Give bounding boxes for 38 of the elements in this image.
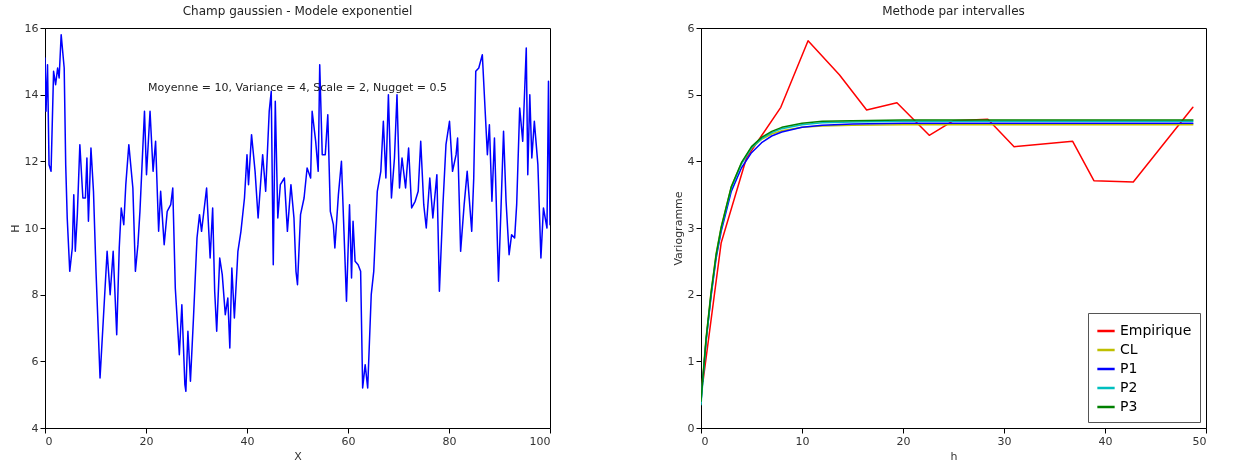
y-axis-title: Variogramme: [671, 191, 685, 266]
x-tick-label: 50: [1192, 434, 1207, 448]
y-tick-label: 10: [24, 221, 39, 235]
x-tick-label: 20: [139, 434, 154, 448]
chart-title: Champ gaussien - Modele exponentiel: [182, 4, 413, 18]
y-tick-label: 16: [24, 21, 39, 35]
legend-label: CL: [1120, 341, 1138, 357]
y-tick-label: 2: [687, 288, 695, 302]
x-tick-label: 10: [795, 434, 810, 448]
legend-label: P2: [1120, 379, 1138, 395]
x-axis-title: X: [294, 449, 303, 463]
y-tick-label: 8: [31, 288, 39, 302]
x-tick-label: 100: [529, 434, 551, 448]
y-tick-label: 12: [24, 154, 39, 168]
x-tick-label: 40: [1098, 434, 1113, 448]
y-tick-label: 1: [687, 354, 695, 368]
x-tick-label: 60: [341, 434, 356, 448]
x-tick-label: 0: [45, 434, 53, 448]
legend-label: P1: [1120, 360, 1138, 376]
x-axis-title: h: [950, 449, 958, 463]
y-tick-label: 6: [687, 21, 695, 35]
legend-label: Empirique: [1120, 322, 1192, 338]
y-tick-label: 6: [31, 354, 39, 368]
y-tick-label: 4: [31, 421, 39, 435]
x-tick-label: 0: [701, 434, 709, 448]
y-tick-label: 0: [687, 421, 695, 435]
x-tick-label: 20: [896, 434, 911, 448]
legend-label: P3: [1120, 398, 1138, 414]
line-series: [45, 33, 550, 393]
y-tick-label: 5: [687, 88, 695, 102]
x-tick-label: 80: [442, 434, 457, 448]
y-tick-label: 3: [687, 221, 695, 235]
y-tick-label: 4: [687, 154, 695, 168]
y-tick-label: 14: [24, 88, 39, 102]
y-axis-title: H: [8, 224, 22, 233]
chart-title: Methode par intervalles: [882, 4, 1025, 18]
x-tick-label: 30: [997, 434, 1012, 448]
x-tick-label: 40: [240, 434, 255, 448]
